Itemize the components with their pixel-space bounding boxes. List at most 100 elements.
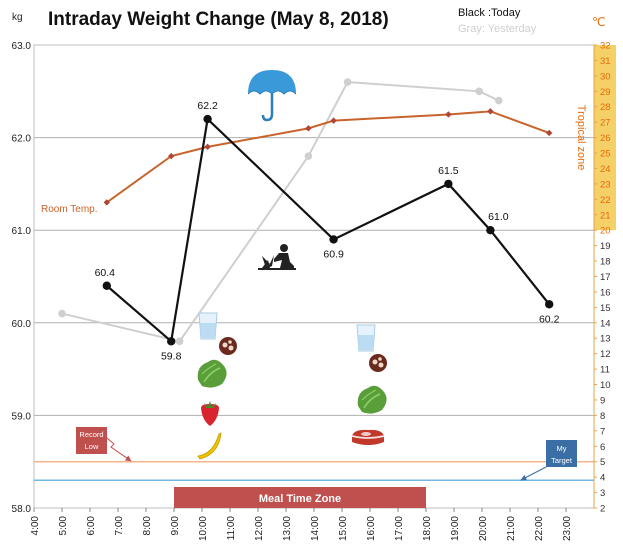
my-target-callout: My Target — [520, 440, 577, 481]
x-tick-label: 15:00 — [338, 516, 349, 541]
x-tick-label: 10:00 — [198, 516, 209, 541]
series-today: 60.4 59.8 62.2 60.9 61.5 61.0 60.2 — [95, 100, 560, 362]
series-room-temp — [103, 108, 553, 206]
room_temp-point — [204, 143, 211, 151]
y-right-tick-label: 7 — [600, 426, 605, 437]
yesterday-point — [495, 96, 503, 105]
yesterday-point — [304, 152, 313, 160]
y-right-tick-label: 30 — [600, 71, 611, 82]
y-right-tick-label: 20 — [600, 226, 611, 237]
axes: 58.059.060.061.062.063.02345678910111213… — [12, 41, 611, 542]
y-right-tick-label: 32 — [600, 41, 611, 52]
today-data-label: 61.5 — [438, 165, 459, 177]
today-point — [102, 281, 112, 290]
y-right-tick-label: 11 — [600, 365, 610, 376]
x-tick-label: 22:00 — [534, 516, 545, 541]
y-right-tick-label: 2 — [600, 504, 605, 515]
tropical-zone-label: Tropical zone — [575, 105, 587, 171]
y-right-tick-label: 31 — [600, 56, 611, 67]
y-right-tick-label: 28 — [600, 102, 611, 113]
meal-time-zone-label: Meal Time Zone — [259, 493, 341, 505]
y-right-tick-label: 24 — [600, 164, 611, 175]
meal-time-band: Meal Time Zone — [174, 487, 426, 508]
my-target-label-line2: Target — [551, 456, 573, 465]
x-tick-label: 13:00 — [282, 516, 293, 541]
x-tick-label: 18:00 — [422, 516, 433, 541]
record-low-label-line1: Record — [79, 430, 103, 439]
x-tick-label: 9:00 — [170, 516, 181, 536]
lettuce-icon — [357, 385, 387, 414]
room_temp-point — [168, 152, 175, 160]
y-right-tick-label: 25 — [600, 149, 611, 160]
yesterday-point — [343, 78, 352, 86]
my-target-box — [546, 440, 577, 467]
x-tick-label: 7:00 — [114, 516, 125, 536]
y-right-tick-label: 13 — [600, 334, 611, 345]
record-low-callout: Record Low — [76, 427, 132, 462]
x-tick-label: 16:00 — [366, 516, 377, 541]
y-right-tick-label: 17 — [600, 272, 611, 283]
today-point — [444, 179, 453, 189]
record-low-arrow — [106, 437, 132, 462]
today-point — [329, 235, 338, 244]
reference-lines — [34, 460, 594, 481]
series-yesterday — [58, 78, 503, 346]
yesterday-point — [58, 309, 66, 318]
y-right-tick-label: 22 — [600, 195, 611, 206]
umbrella-icon — [247, 70, 297, 122]
x-tick-label: 14:00 — [310, 516, 321, 541]
room_temp-point — [330, 117, 337, 124]
record-low-label-line2: Low — [85, 442, 99, 451]
today-data-label: 60.2 — [539, 313, 560, 325]
y-right-tick-label: 3 — [600, 488, 605, 499]
today-data-label: 60.9 — [323, 248, 344, 260]
yesterday-point — [475, 87, 484, 96]
x-tick-label: 11:00 — [226, 516, 237, 541]
x-tick-label: 5:00 — [58, 516, 69, 536]
x-tick-label: 17:00 — [394, 516, 405, 541]
y-right-tick-label: 5 — [600, 457, 605, 468]
today-data-label: 59.8 — [161, 350, 182, 362]
y-right-tick-label: 12 — [600, 349, 611, 360]
tropical-zone: Tropical zone — [575, 45, 616, 231]
y-right-tick-label: 6 — [600, 442, 605, 453]
y-left-tick-label: 59.0 — [12, 411, 32, 422]
today-data-label: 62.2 — [197, 100, 218, 112]
y-left-tick-label: 60.0 — [12, 319, 32, 330]
record-low-box — [76, 427, 107, 454]
y-right-unit: ℃ — [592, 15, 605, 29]
gridlines — [34, 137, 594, 416]
steak-icon — [351, 429, 385, 445]
x-tick-label: 20:00 — [478, 516, 489, 541]
room_temp-point — [445, 111, 452, 118]
banana-icon — [197, 432, 222, 460]
meal-time-zone-bar — [174, 487, 426, 508]
gardening-icon — [258, 244, 296, 270]
x-tick-label: 8:00 — [142, 516, 153, 536]
y-left-tick-label: 61.0 — [12, 226, 32, 237]
y-right-tick-label: 29 — [600, 87, 611, 98]
y-left-tick-label: 62.0 — [12, 134, 32, 145]
sausage-icon — [219, 337, 237, 355]
x-tick-label: 12:00 — [254, 516, 265, 541]
plot-area — [33, 44, 595, 509]
room-temp-label: Room Temp. — [41, 204, 98, 215]
today-point — [167, 337, 176, 346]
y-right-tick-label: 27 — [600, 118, 611, 129]
y-right-tick-label: 18 — [600, 257, 611, 268]
x-tick-label: 6:00 — [86, 516, 97, 536]
y-right-tick-label: 21 — [600, 210, 611, 221]
y-right-tick-label: 8 — [600, 411, 605, 422]
legend-yesterday: Gray: Yesterday — [458, 23, 537, 35]
my-target-arrow — [520, 466, 547, 481]
sausage-icon — [369, 354, 387, 372]
y-right-tick-label: 23 — [600, 179, 611, 190]
x-tick-label: 21:00 — [506, 516, 517, 541]
y-left-tick-label: 58.0 — [12, 504, 32, 515]
today-point — [545, 300, 554, 309]
lettuce-icon — [197, 359, 227, 388]
room_temp-line — [106, 110, 550, 204]
today-point — [203, 114, 212, 124]
